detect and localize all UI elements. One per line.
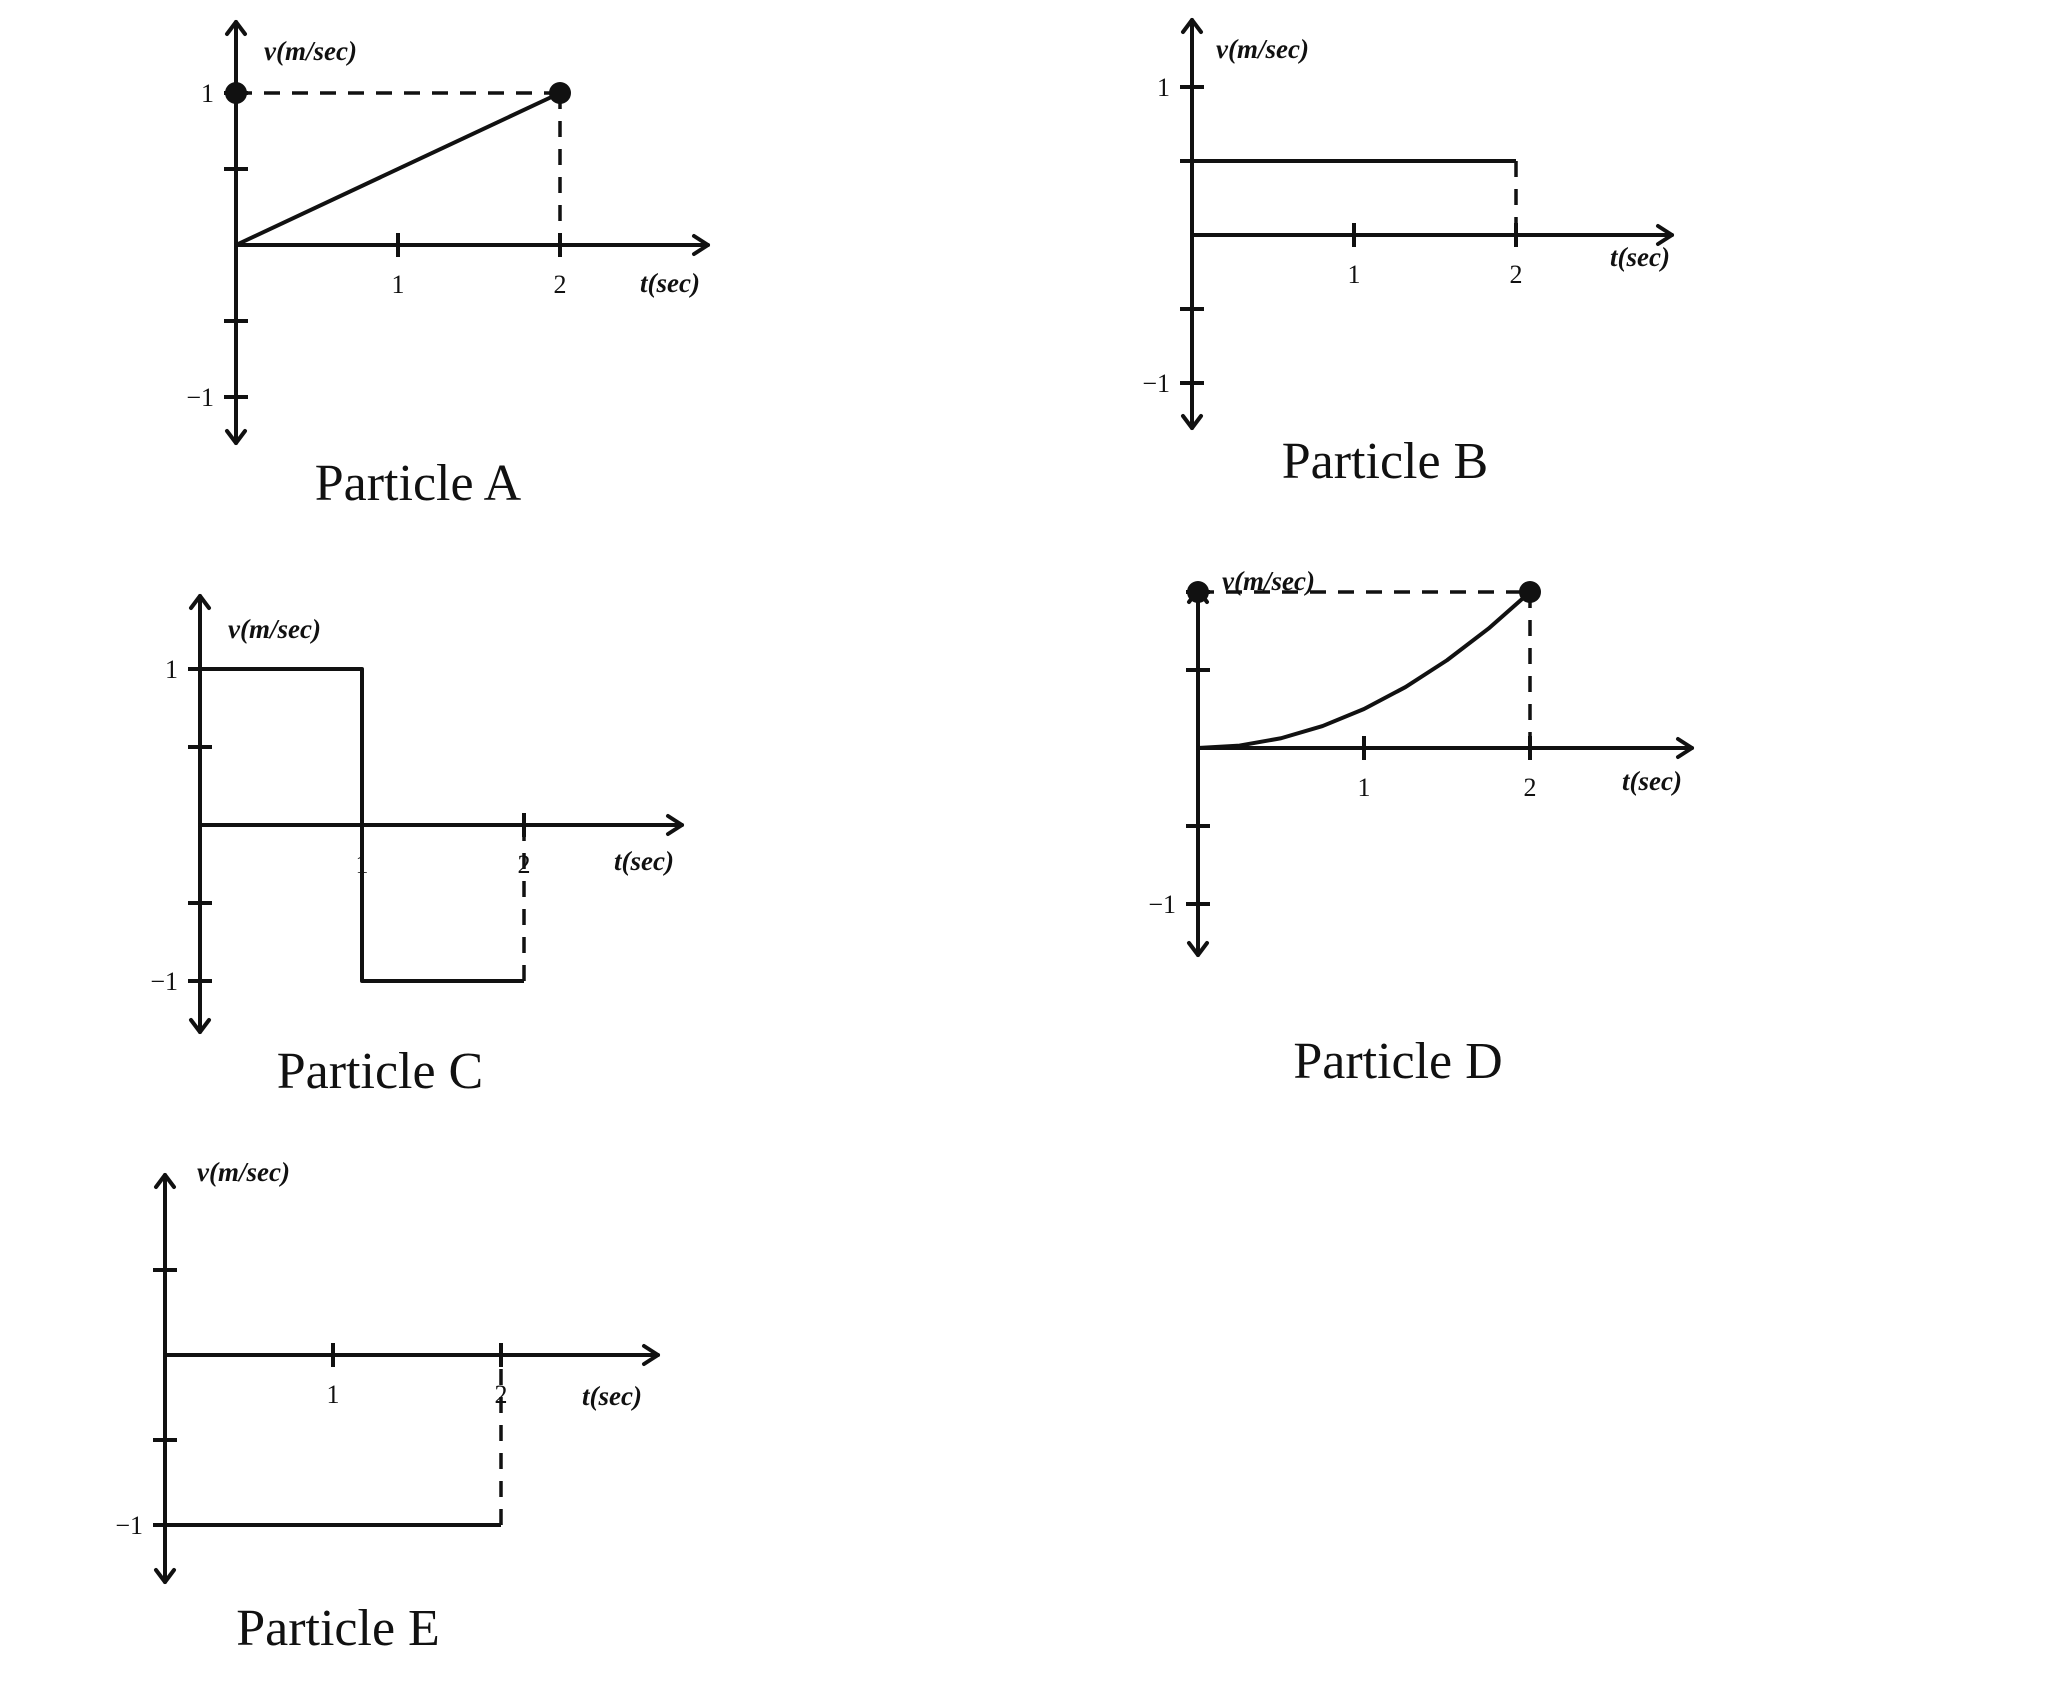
x-tick-label: 2 bbox=[1524, 773, 1537, 802]
y-axis-arrow-down bbox=[189, 1018, 211, 1034]
y-tick-label: −1 bbox=[1142, 369, 1170, 398]
x-axis-arrow bbox=[1656, 224, 1674, 246]
x-axis-arrow bbox=[692, 234, 710, 256]
x-axis-label: t(sec) bbox=[614, 846, 674, 876]
y-axis-arrow-up bbox=[154, 1173, 176, 1189]
y-axis-arrow-up bbox=[1181, 18, 1203, 34]
y-axis-label: v(m/sec) bbox=[264, 36, 357, 66]
chart-1: −1 1 1 2 v(m/sec) t(sec) Particle A bbox=[186, 20, 710, 512]
chart-title: Particle A bbox=[315, 455, 522, 512]
x-axis-arrow bbox=[666, 814, 684, 836]
x-axis-arrow bbox=[642, 1344, 660, 1366]
y-tick-label: −1 bbox=[186, 383, 214, 412]
y-axis-label: v(m/sec) bbox=[197, 1157, 290, 1187]
chart-title: Particle D bbox=[1293, 1033, 1502, 1090]
y-axis-arrow-down bbox=[154, 1568, 176, 1584]
x-axis-label: t(sec) bbox=[1622, 766, 1682, 796]
x-tick-label: 1 bbox=[327, 1380, 340, 1409]
x-tick-label: 2 bbox=[1510, 260, 1523, 289]
chart-4: −11 2v(m/sec)t(sec)Particle D bbox=[1148, 566, 1694, 1090]
y-tick-label: 1 bbox=[165, 655, 178, 684]
x-axis-label: t(sec) bbox=[640, 268, 700, 298]
x-tick-label: 1 bbox=[392, 270, 405, 299]
series-line bbox=[200, 667, 524, 983]
x-tick-label: 1 bbox=[1358, 773, 1371, 802]
chart-3: −111 2v(m/sec)t(sec)Particle C bbox=[150, 594, 684, 1100]
y-axis-arrow-down bbox=[1181, 414, 1203, 430]
chart-title: Particle C bbox=[277, 1043, 484, 1100]
chart-2: −1 1 1 2 v(m/sec) t(sec) Particle B bbox=[1142, 18, 1674, 490]
x-axis-arrow bbox=[1676, 737, 1694, 759]
y-axis-arrow-down bbox=[1187, 941, 1209, 957]
data-point bbox=[1519, 581, 1541, 603]
y-tick-label: −1 bbox=[150, 967, 178, 996]
x-tick-label: 2 bbox=[495, 1380, 508, 1409]
y-axis-label: v(m/sec) bbox=[228, 614, 321, 644]
x-axis-label: t(sec) bbox=[1610, 242, 1670, 272]
y-axis-arrow-down bbox=[225, 429, 247, 445]
x-tick-label: 1 bbox=[1348, 260, 1361, 289]
y-tick-label: 1 bbox=[201, 79, 214, 108]
chart-title: Particle E bbox=[236, 1600, 440, 1657]
chart-title: Particle B bbox=[1282, 433, 1489, 490]
chart-5: −1 1 2 v(m/sec) t(sec) Particle E bbox=[115, 1157, 660, 1657]
x-axis-label: t(sec) bbox=[582, 1381, 642, 1411]
data-point bbox=[549, 82, 571, 104]
y-axis-arrow-up bbox=[225, 20, 247, 36]
data-point bbox=[225, 82, 247, 104]
y-axis-label: v(m/sec) bbox=[1216, 34, 1309, 64]
x-tick-label: 2 bbox=[554, 270, 567, 299]
y-tick-label: −1 bbox=[115, 1511, 143, 1540]
y-tick-label: 1 bbox=[1157, 73, 1170, 102]
series-line bbox=[1197, 590, 1532, 750]
series-line bbox=[235, 91, 561, 247]
y-axis-arrow-up bbox=[189, 594, 211, 610]
y-tick-label: −1 bbox=[1148, 890, 1176, 919]
data-point bbox=[1187, 581, 1209, 603]
